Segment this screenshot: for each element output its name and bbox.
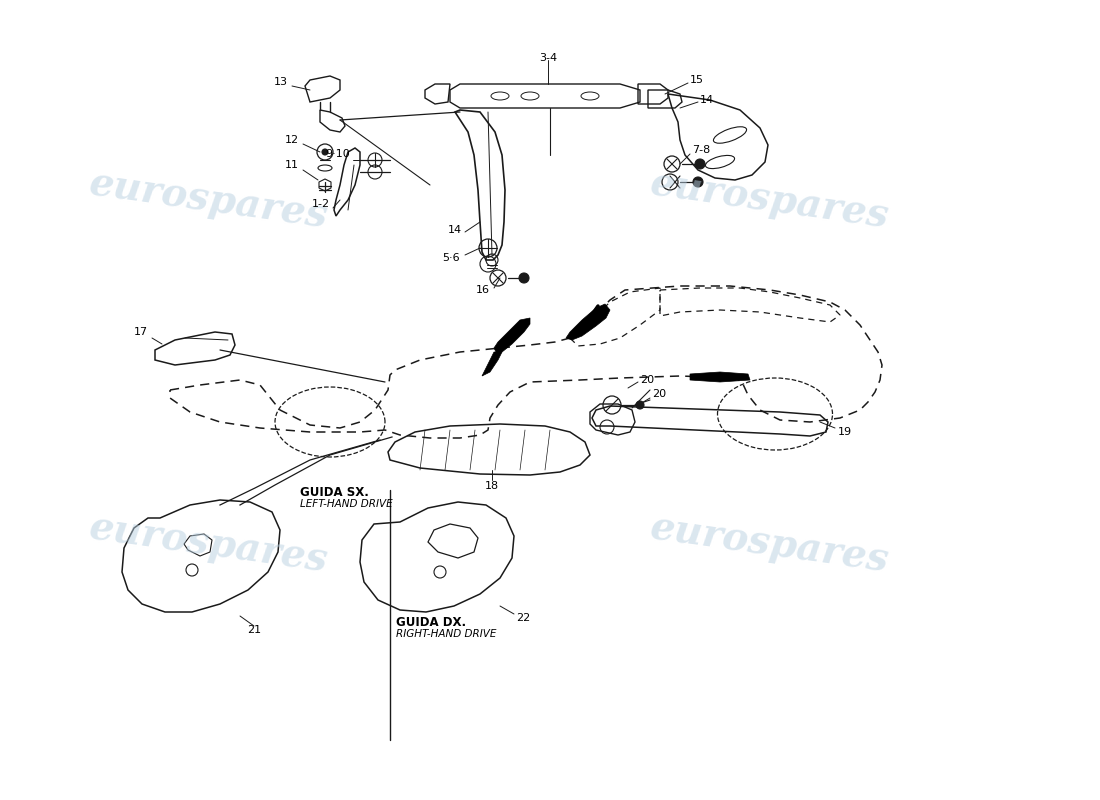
Text: 3-4: 3-4 xyxy=(539,53,557,63)
Circle shape xyxy=(695,159,705,169)
Text: 14: 14 xyxy=(448,225,462,235)
Text: 5·6: 5·6 xyxy=(442,253,460,263)
Polygon shape xyxy=(566,304,610,340)
Text: eurospares: eurospares xyxy=(87,509,331,579)
Circle shape xyxy=(519,273,529,283)
Text: 16: 16 xyxy=(476,285,490,295)
Text: 17: 17 xyxy=(134,327,148,337)
Polygon shape xyxy=(494,318,530,352)
Text: eurospares: eurospares xyxy=(648,165,892,235)
Text: 21: 21 xyxy=(246,625,261,635)
Text: 19: 19 xyxy=(838,427,853,437)
Text: 15: 15 xyxy=(690,75,704,85)
Text: LEFT-HAND DRIVE: LEFT-HAND DRIVE xyxy=(300,499,393,509)
Text: 20: 20 xyxy=(640,375,654,385)
Text: 7-8: 7-8 xyxy=(692,145,711,155)
Text: 18: 18 xyxy=(485,481,499,491)
Text: 14: 14 xyxy=(700,95,714,105)
Text: eurospares: eurospares xyxy=(87,165,331,235)
Text: 13: 13 xyxy=(274,77,288,87)
Text: 9·10: 9·10 xyxy=(326,149,350,159)
Circle shape xyxy=(636,401,644,409)
Text: GUIDA SX.: GUIDA SX. xyxy=(300,486,368,498)
Text: 11: 11 xyxy=(285,160,299,170)
Text: 1-2: 1-2 xyxy=(312,199,330,209)
Text: 12: 12 xyxy=(285,135,299,145)
Text: GUIDA DX.: GUIDA DX. xyxy=(396,615,466,629)
Circle shape xyxy=(322,149,328,155)
Text: eurospares: eurospares xyxy=(648,509,892,579)
Polygon shape xyxy=(482,352,502,376)
Polygon shape xyxy=(690,372,750,382)
Circle shape xyxy=(693,177,703,187)
Text: RIGHT-HAND DRIVE: RIGHT-HAND DRIVE xyxy=(396,629,496,639)
Text: 20: 20 xyxy=(652,389,667,399)
Text: 22: 22 xyxy=(516,613,530,623)
